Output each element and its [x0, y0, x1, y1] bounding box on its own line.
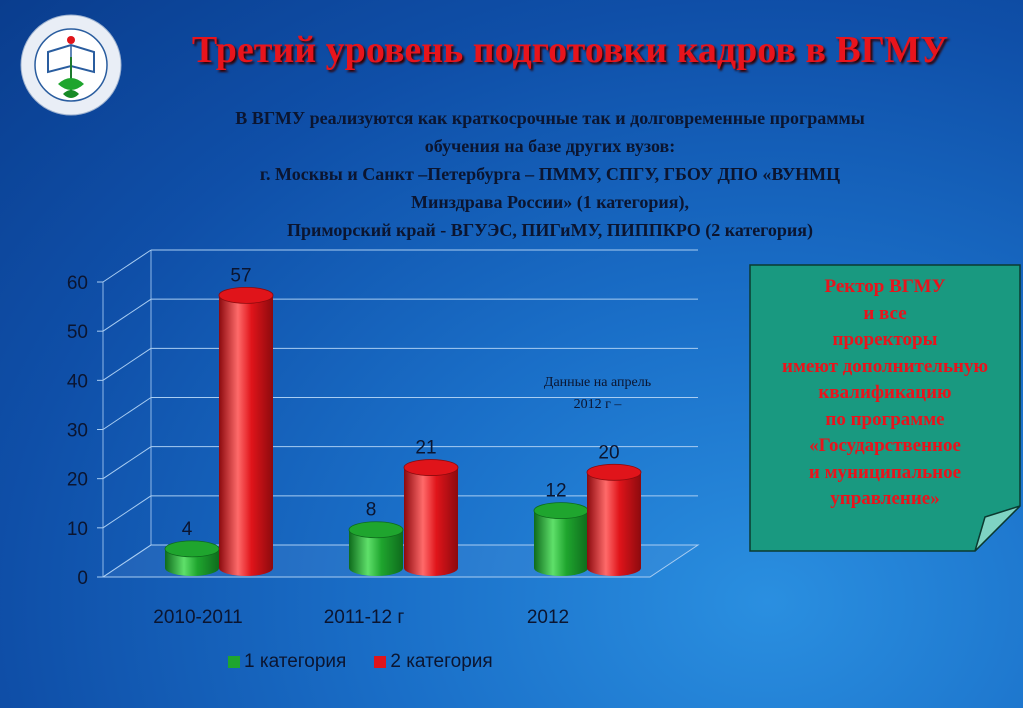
bar	[534, 511, 588, 576]
bar-top	[534, 503, 588, 519]
bar-top	[219, 287, 273, 303]
page-title: Третий уровень подготовки кадров в ВГМУ	[130, 28, 1010, 72]
bar-top	[587, 464, 641, 480]
bar	[404, 468, 458, 576]
y-tick-label: 10	[67, 519, 88, 540]
y-tick-label: 20	[67, 470, 88, 491]
bar-top	[165, 541, 219, 557]
university-emblem-icon	[18, 12, 124, 118]
x-tick-label: 2010-2011	[153, 607, 242, 628]
gridline-side	[103, 398, 151, 430]
legend-item-series-2: 2 категория	[374, 651, 492, 673]
bar-top	[349, 522, 403, 538]
data-label: 57	[230, 265, 251, 286]
gridline-side	[103, 496, 151, 528]
intro-line: Минздрава России» (1 категория),	[120, 188, 980, 216]
data-label: 4	[182, 519, 193, 540]
callout-line: и муниципальное	[749, 460, 1021, 487]
bar-top	[404, 460, 458, 476]
intro-text: В ВГМУ реализуются как краткосрочные так…	[120, 104, 980, 244]
gridline-side	[103, 348, 151, 380]
rector-callout: Ректор ВГМУ и все проректоры имеют допол…	[749, 264, 1021, 552]
callout-line: «Государственное	[749, 433, 1021, 460]
y-tick-label: 60	[67, 273, 88, 294]
bar	[219, 295, 273, 576]
x-tick-label: 2012	[527, 607, 569, 628]
data-label: 8	[366, 500, 377, 521]
data-label: 12	[545, 481, 566, 502]
intro-line: В ВГМУ реализуются как краткосрочные так…	[120, 104, 980, 132]
callout-line: Ректор ВГМУ	[749, 274, 1021, 301]
callout-line: по программе	[749, 407, 1021, 434]
data-date-note: Данные на апрель 2012 г –	[530, 372, 665, 416]
data-label: 21	[415, 438, 436, 459]
callout-line: имеют дополнительную	[749, 354, 1021, 381]
x-tick-label: 2011-12 г	[324, 607, 405, 628]
legend-swatch	[228, 656, 240, 668]
callout-line: квалификацию	[749, 380, 1021, 407]
intro-line: обучения на базе других вузов:	[120, 132, 980, 160]
callout-line: проректоры	[749, 327, 1021, 354]
legend-item-series-1: 1 категория	[228, 651, 346, 673]
y-tick-label: 30	[67, 421, 88, 442]
bar	[587, 472, 641, 576]
gridline-side	[103, 299, 151, 331]
legend-swatch	[374, 656, 386, 668]
intro-line: г. Москвы и Санкт –Петербурга – ПММУ, СП…	[120, 160, 980, 188]
legend-label: 2 категория	[390, 651, 492, 673]
y-tick-label: 50	[67, 322, 88, 343]
chart-legend: 1 категория 2 категория	[228, 650, 521, 674]
data-label: 20	[598, 442, 619, 463]
callout-line: и все	[749, 301, 1021, 328]
gridline-side	[103, 447, 151, 479]
legend-label: 1 категория	[244, 651, 346, 673]
callout-line: управление»	[749, 486, 1021, 513]
gridline-side	[103, 250, 151, 282]
y-tick-label: 0	[77, 568, 88, 589]
y-tick-label: 40	[67, 371, 88, 392]
